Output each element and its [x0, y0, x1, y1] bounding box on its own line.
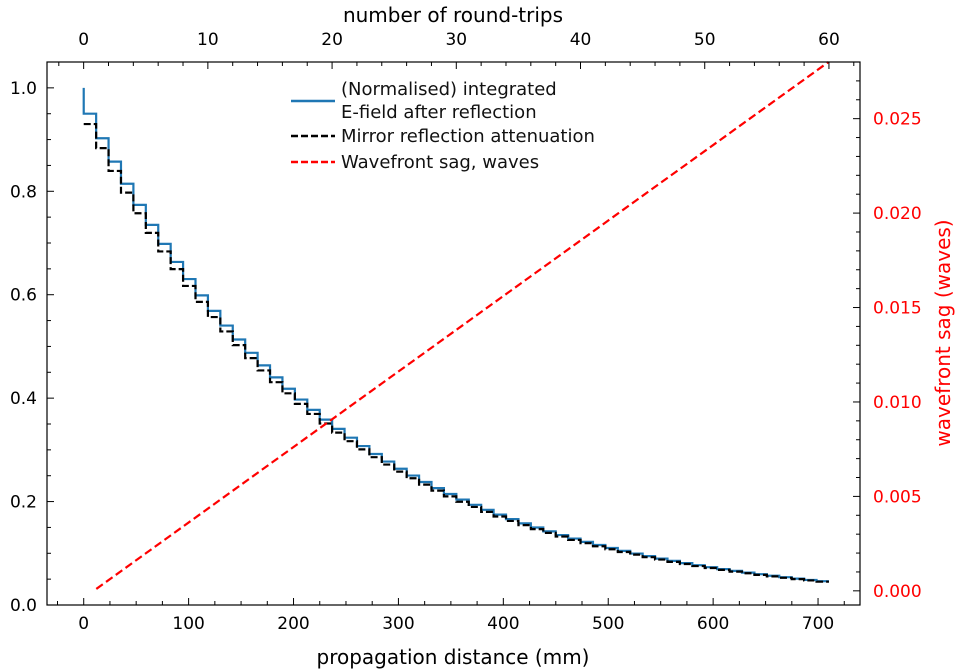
y-tick-label: 0.0: [10, 596, 37, 616]
x-tick-label: 600: [697, 614, 729, 634]
legend-label-efield-line1: (Normalised) integrated: [341, 79, 557, 100]
x2-tick-label: 10: [197, 30, 219, 50]
y-tick-label: 0.2: [10, 493, 37, 513]
x-tick-label: 400: [487, 614, 519, 634]
legend: (Normalised) integrated E-field after re…: [291, 79, 595, 173]
x-tick-label: 500: [592, 614, 624, 634]
y2-tick-label: 0.010: [873, 393, 922, 413]
series-attenuation-line: [83, 122, 829, 583]
y2-tick-label: 0.005: [873, 487, 922, 507]
legend-label-sag: Wavefront sag, waves: [341, 152, 539, 173]
x2-tick-label: 20: [321, 30, 343, 50]
x2-tick-label: 40: [570, 30, 592, 50]
x-tick-label: 0: [78, 614, 89, 634]
x-tick-label: 200: [277, 614, 309, 634]
x2-tick-label: 60: [818, 30, 840, 50]
x2-tick-label: 0: [78, 30, 89, 50]
x2-tick-label: 30: [445, 30, 467, 50]
top-axis-label: number of round-trips: [343, 3, 563, 27]
x-axis-label: propagation distance (mm): [317, 645, 590, 669]
y2-tick-label: 0.015: [873, 299, 922, 319]
series-sag-line: [95, 61, 830, 590]
y-tick-label: 0.4: [10, 389, 37, 409]
y-tick-label: 0.8: [10, 182, 37, 202]
x-tick-label: 300: [382, 614, 414, 634]
right-axis-label: wavefront sag (waves): [931, 219, 955, 446]
x-tick-label: 700: [802, 614, 834, 634]
x2-tick-label: 50: [694, 30, 716, 50]
y2-tick-label: 0.000: [873, 582, 922, 602]
y2-tick-label: 0.025: [873, 110, 922, 130]
y-tick-label: 1.0: [10, 79, 37, 99]
y-tick-label: 0.6: [10, 286, 37, 306]
y2-tick-label: 0.020: [873, 204, 922, 224]
x-tick-label: 100: [172, 614, 204, 634]
legend-label-attenuation: Mirror reflection attenuation: [341, 126, 595, 147]
plot-frame: [46, 61, 861, 606]
ticks-layer: [47, 62, 860, 606]
tick-labels-layer: 0 100 200 300 400 500 600 7000.00.20.40.60.81.0…: [10, 30, 922, 634]
legend-label-efield-line2: E-field after reflection: [341, 102, 537, 123]
series-layer: [82, 61, 830, 590]
